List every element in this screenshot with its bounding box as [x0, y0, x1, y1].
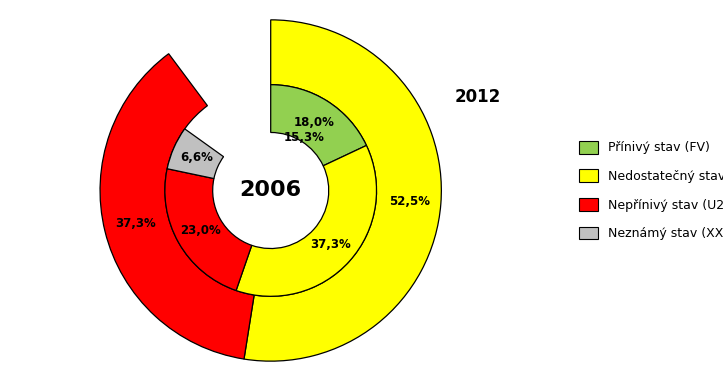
Wedge shape — [165, 169, 252, 290]
Wedge shape — [184, 85, 270, 157]
Wedge shape — [244, 20, 441, 361]
Legend: Přínivý stav (FV), Nedostatečný stav (U1), Nepřínivý stav (U2), Neznámý stav (XX: Přínivý stav (FV), Nedostatečný stav (U1… — [574, 136, 723, 245]
Wedge shape — [168, 20, 270, 106]
Wedge shape — [167, 129, 223, 179]
Text: 52,5%: 52,5% — [389, 195, 430, 208]
Text: 18,0%: 18,0% — [294, 115, 335, 128]
Text: 15,3%: 15,3% — [283, 131, 325, 144]
Text: 6,6%: 6,6% — [180, 151, 213, 164]
Wedge shape — [236, 146, 377, 296]
Wedge shape — [100, 54, 254, 359]
Text: 23,0%: 23,0% — [180, 224, 221, 237]
Text: 2012: 2012 — [455, 88, 501, 106]
Text: 37,3%: 37,3% — [115, 217, 156, 231]
Text: 37,3%: 37,3% — [311, 238, 351, 251]
Wedge shape — [270, 85, 367, 166]
Text: 2006: 2006 — [239, 181, 301, 200]
